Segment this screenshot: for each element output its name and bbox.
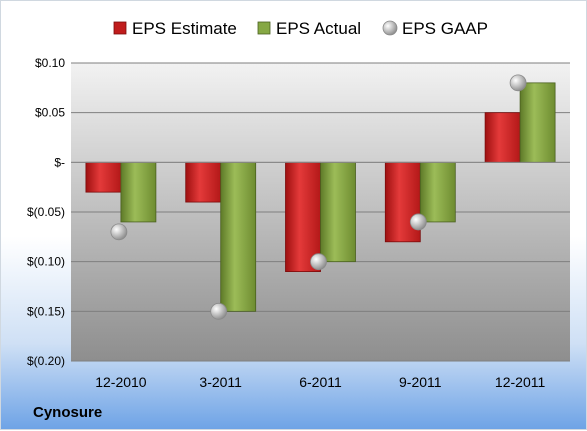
legend-label: EPS Estimate [132, 19, 237, 38]
marker-eps-gaap [210, 302, 228, 320]
y-tick-label: $(0.20) [27, 354, 65, 368]
y-tick-label: $(0.05) [27, 205, 65, 219]
x-category-label: 3-2011 [199, 374, 242, 390]
marker-eps-gaap [509, 74, 527, 92]
x-axis-categories: 12-2010 3-2011 6-2011 9-2011 12-2011 [95, 374, 545, 390]
bar-eps-actual [519, 82, 556, 163]
y-tick-label: $(0.10) [27, 255, 65, 269]
bar-eps-actual [120, 161, 157, 223]
marker-eps-gaap [409, 213, 427, 231]
bar-eps-estimate [85, 161, 122, 193]
y-tick-label: $0.10 [35, 56, 65, 70]
bar-eps-actual [320, 161, 356, 263]
x-category-label: 12-2011 [495, 374, 546, 390]
bar-eps-estimate [384, 161, 421, 243]
y-tick-label: $(0.15) [27, 304, 65, 318]
y-tick-label: $0.05 [35, 106, 65, 120]
bar-eps-estimate [285, 161, 321, 272]
bar-eps-actual [419, 161, 456, 223]
y-axis-ticks: $0.10 $0.05 $- $(0.05) $(0.10) $(0.15) $(0.20) [27, 56, 65, 368]
bar-eps-actual [220, 161, 257, 312]
bar-eps-estimate [185, 161, 222, 203]
y-tick-label: $- [54, 155, 65, 169]
legend-swatch-estimate [113, 21, 127, 35]
legend-label: EPS Actual [276, 19, 361, 38]
marker-eps-gaap [110, 223, 128, 241]
bar-eps-estimate [484, 112, 521, 163]
legend-swatch-actual [257, 21, 271, 35]
legend: EPS Estimate EPS Actual EPS GAAP [113, 19, 488, 38]
x-category-label: 6-2011 [299, 374, 342, 390]
legend-swatch-gaap [382, 20, 398, 36]
marker-eps-gaap [310, 253, 327, 271]
x-category-label: 9-2011 [399, 374, 442, 390]
company-label: Cynosure [33, 404, 102, 421]
legend-label: EPS GAAP [402, 19, 488, 38]
x-category-label: 12-2010 [95, 374, 147, 390]
gaap-markers [110, 74, 527, 320]
